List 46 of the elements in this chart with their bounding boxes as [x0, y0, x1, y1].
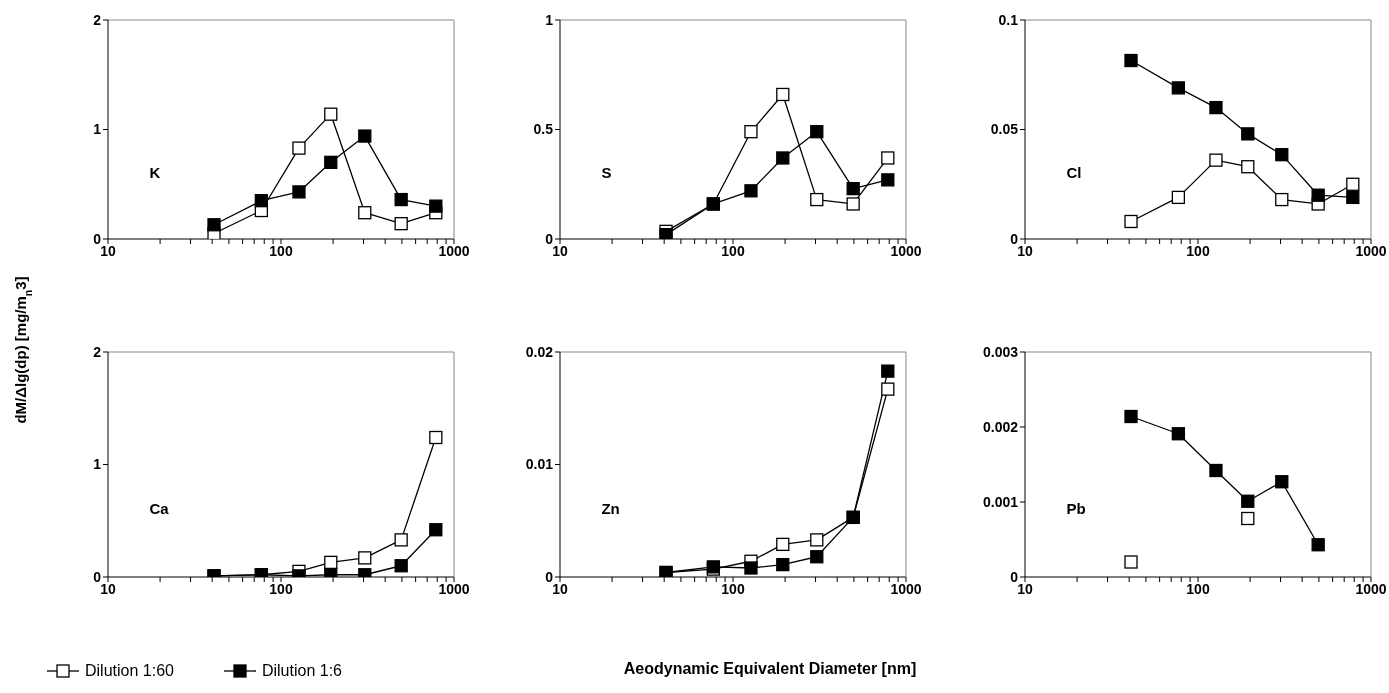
x-tick-label: 1000 [438, 580, 470, 597]
y-tick-label: 0.1 [998, 11, 1019, 28]
x-tick-label: 1000 [1355, 242, 1387, 259]
x-tick-label: 10 [1017, 580, 1033, 597]
x-tick-label: 1000 [438, 242, 470, 259]
annotation: Pb [1066, 500, 1086, 518]
x-tick-label: 10 [552, 580, 568, 597]
y-tick-label: 1 [93, 121, 102, 138]
legend-label: Dilution 1:60 [85, 662, 174, 680]
x-tick-label: 1000 [890, 242, 922, 259]
y-tick-label: 0 [545, 568, 554, 585]
y-tick-label: 0.05 [990, 121, 1019, 138]
x-tick-label: 10 [100, 242, 116, 259]
x-tick-label: 100 [721, 242, 745, 259]
y-tick-label: 0.002 [982, 418, 1019, 435]
y-tick-label: 0.02 [525, 343, 554, 360]
x-tick-label: 100 [721, 580, 745, 597]
annotation: Zn [601, 500, 620, 518]
x-tick-label: 100 [1186, 580, 1210, 597]
x-tick-label: 100 [269, 580, 293, 597]
y-tick-label: 0 [93, 568, 102, 585]
y-tick-label: 0 [93, 230, 102, 247]
y-tick-label: 0 [1010, 568, 1019, 585]
y-tick-label: 0.5 [533, 121, 554, 138]
y-tick-label: 1 [545, 11, 554, 28]
annotation: Ca [149, 500, 169, 518]
y-tick-label: 0.01 [525, 456, 554, 473]
x-tick-label: 100 [1186, 242, 1210, 259]
y-tick-label: 0 [1010, 230, 1019, 247]
x-tick-label: 1000 [1355, 580, 1387, 597]
x-tick-label: 10 [100, 580, 116, 597]
y-tick-label: 2 [93, 11, 102, 28]
annotation: K [149, 164, 161, 182]
y-tick-label: 1 [93, 456, 102, 473]
x-tick-label: 10 [1017, 242, 1033, 259]
legend-label: Dilution 1:6 [261, 662, 342, 680]
x-tick-label: 10 [552, 242, 568, 259]
x-tick-label: 100 [269, 242, 293, 259]
annotation: S [601, 164, 612, 182]
y-tick-label: 0 [545, 230, 554, 247]
x-tick-label: 1000 [890, 580, 922, 597]
y-tick-label: 2 [93, 343, 102, 360]
y-tick-label: 0.003 [982, 343, 1019, 360]
annotation: Cl [1066, 164, 1082, 182]
x-axis-title: Aeodynamic Equivalent Diameter [nm] [622, 660, 918, 678]
y-tick-label: 0.001 [982, 493, 1019, 510]
